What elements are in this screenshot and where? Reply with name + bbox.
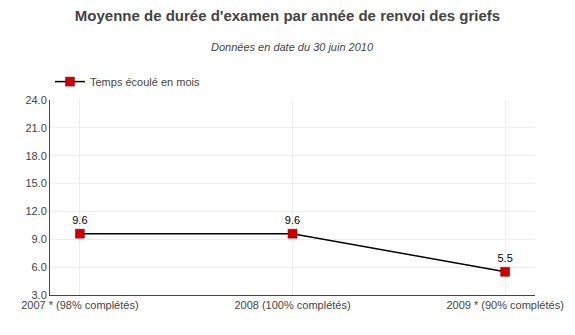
svg-text:9.6: 9.6 [72, 214, 87, 226]
svg-text:9.0: 9.0 [32, 233, 47, 245]
svg-text:24.0: 24.0 [25, 94, 46, 106]
svg-text:3.0: 3.0 [32, 289, 47, 301]
svg-text:21.0: 21.0 [25, 122, 46, 134]
svg-text:Moyenne de durée d'examen par: Moyenne de durée d'examen par année de r… [75, 7, 500, 24]
svg-text:2008 (100% complétés): 2008 (100% complétés) [234, 299, 350, 311]
svg-text:18.0: 18.0 [25, 150, 46, 162]
svg-text:2009 * (90% complétés): 2009 * (90% complétés) [446, 299, 563, 311]
svg-text:6.0: 6.0 [32, 261, 47, 273]
svg-text:9.6: 9.6 [285, 214, 300, 226]
svg-text:12.0: 12.0 [25, 205, 46, 217]
svg-text:5.5: 5.5 [497, 252, 512, 264]
svg-text:15.0: 15.0 [25, 177, 46, 189]
svg-text:Données en date du 30 juin 201: Données en date du 30 juin 2010 [211, 41, 374, 53]
svg-text:Temps écoulé en mois: Temps écoulé en mois [90, 76, 200, 88]
svg-text:2007 * (98% complétés): 2007 * (98% complétés) [21, 299, 138, 311]
